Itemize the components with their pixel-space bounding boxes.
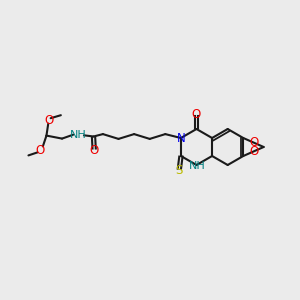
Text: O: O bbox=[250, 136, 259, 149]
Text: N: N bbox=[176, 131, 185, 145]
Text: NH: NH bbox=[189, 160, 206, 171]
Text: O: O bbox=[250, 145, 259, 158]
Text: O: O bbox=[35, 143, 44, 157]
Text: O: O bbox=[192, 107, 201, 121]
Text: O: O bbox=[89, 144, 99, 158]
Text: S: S bbox=[176, 164, 183, 178]
Text: NH: NH bbox=[70, 130, 87, 140]
Text: O: O bbox=[44, 114, 53, 127]
